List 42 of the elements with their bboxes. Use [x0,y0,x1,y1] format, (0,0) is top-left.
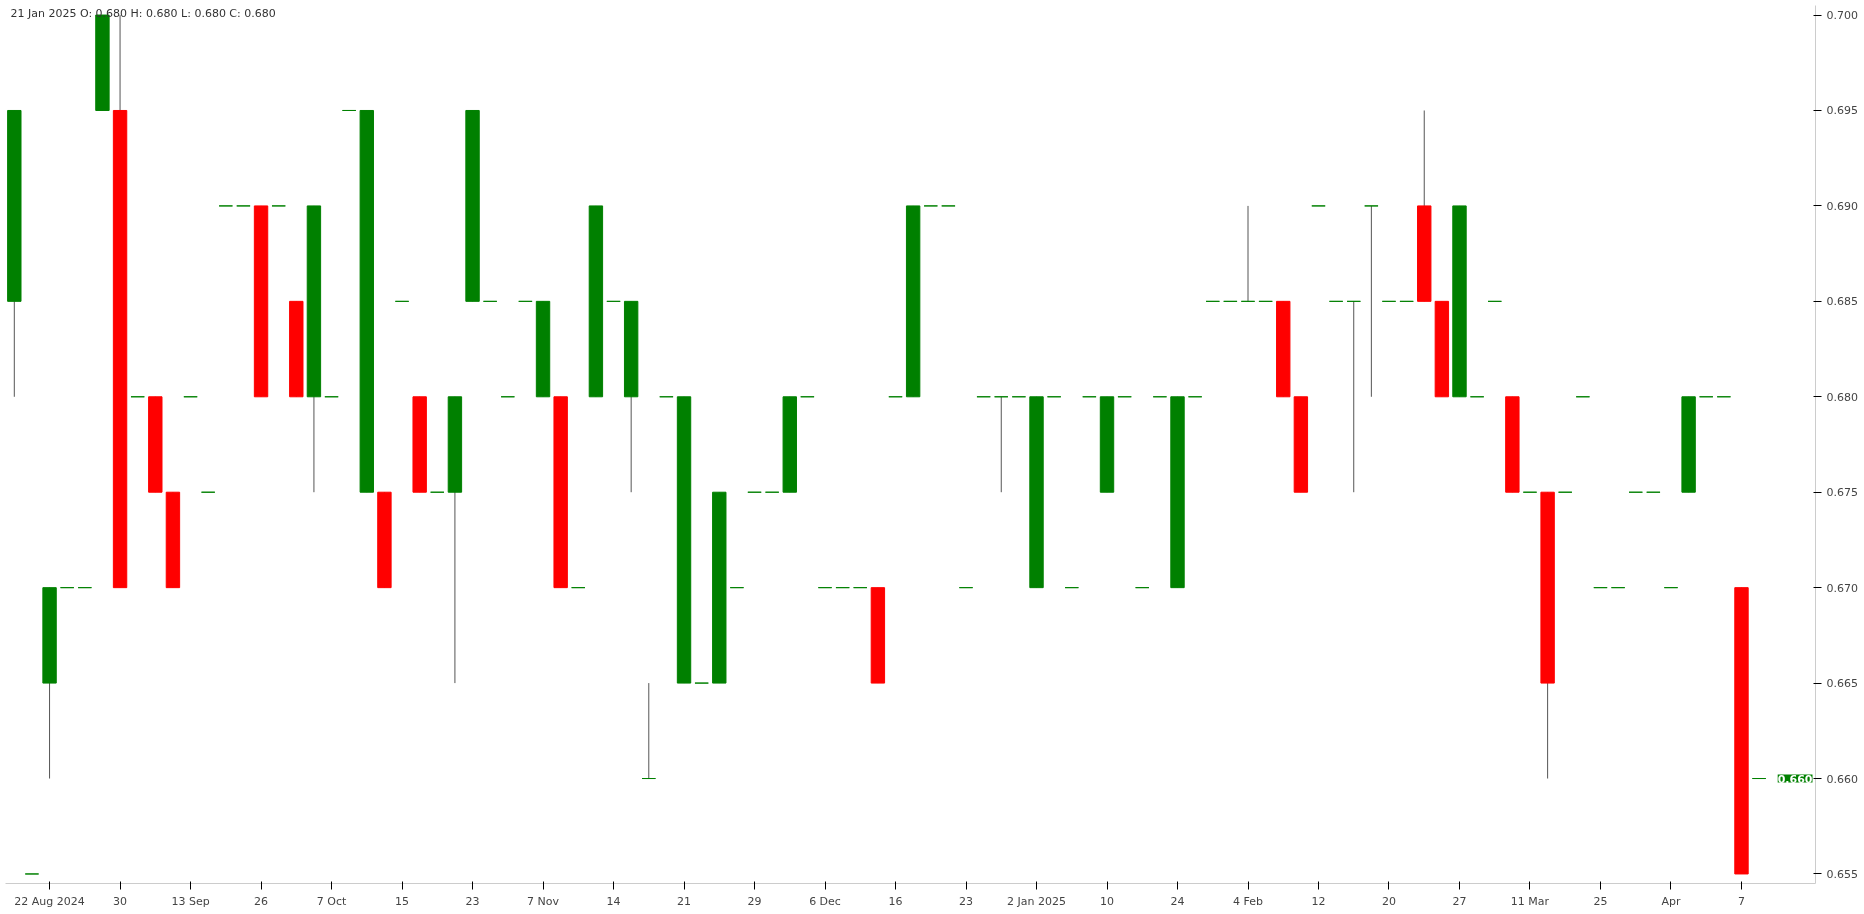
x-tick-label: 6 Dec [809,894,841,908]
x-tick-label: 7 [1737,894,1745,908]
text: 0.660 [1777,772,1813,786]
y-tick-label: 0.695 [1826,104,1858,118]
x-tick-label: 25 [1593,894,1608,908]
candlestick [994,396,1009,493]
x-tick-label: 22 Aug 2024 [14,894,85,908]
y-tick-label: 0.690 [1826,199,1858,213]
candlestick [641,682,656,780]
x-tick-label: 15 [395,894,410,908]
x-tick-label: 2 Jan 2025 [1007,894,1066,908]
x-tick-label: 7 Nov [527,894,560,908]
x-tick-label: 16 [888,894,903,908]
y-tick-label: 0.655 [1826,867,1858,881]
y-tick-label: 0.680 [1826,390,1858,404]
y-tick-label: 0.700 [1826,9,1858,23]
x-tick-label: 12 [1311,894,1326,908]
x-tick-label: 4 Feb [1233,894,1264,908]
x-tick-label: 26 [254,894,269,908]
x-tick-label: 23 [959,894,974,908]
x-tick-label: 24 [1170,894,1185,908]
candlestick [1346,300,1361,493]
candlestick [1240,205,1256,302]
x-tick-label: 13 Sep [171,894,210,908]
x-tick-label: 30 [113,894,128,908]
y-tick-label: 0.685 [1826,295,1858,309]
x-tick-label: 27 [1452,894,1467,908]
x-tick-label: 10 [1100,894,1115,908]
x-tick-label: 7 Oct [316,894,347,908]
candlestick [1364,205,1379,398]
x-tick-label: 29 [747,894,762,908]
x-tick-label: 23 [465,894,480,908]
y-tick-label: 0.675 [1826,486,1858,500]
y-tick-label: 0.665 [1826,677,1858,691]
x-tick-label: 20 [1382,894,1396,908]
y-tick-label: 0.670 [1826,581,1858,595]
annotation: 21 Jan 2025 O: 0.680 H: 0.680 L: 0.680 C: 0.680 [10,6,276,20]
x-tick-label: 21 [677,894,692,908]
x-tick-label: 14 [606,894,621,908]
y-tick-label: 0.660 [1826,772,1858,786]
x-tick-label: Apr [1661,894,1681,908]
x-tick-label: 11 Mar [1510,894,1550,908]
